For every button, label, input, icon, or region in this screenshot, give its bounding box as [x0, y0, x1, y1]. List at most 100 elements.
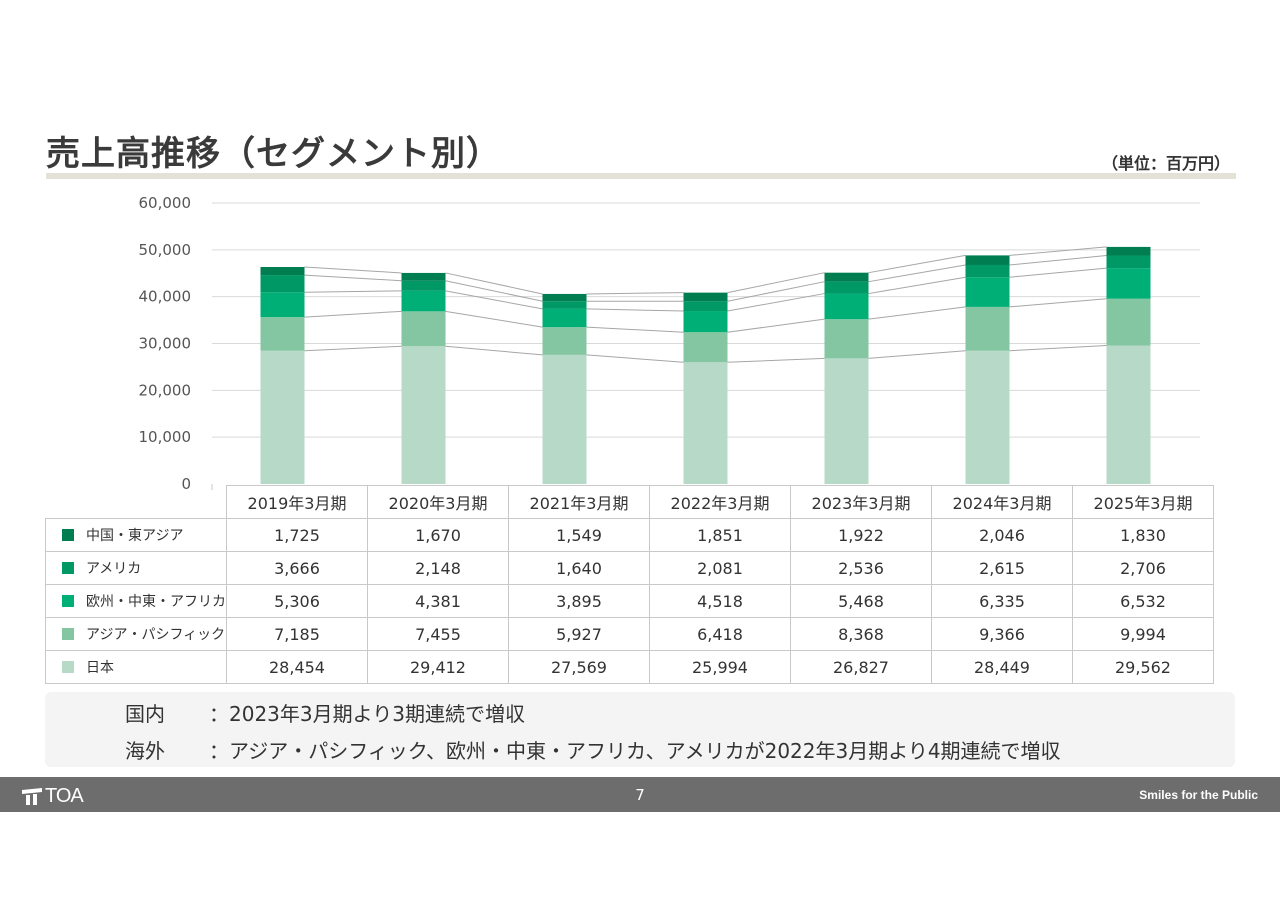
- legend-entry: アメリカ: [45, 551, 227, 585]
- data-cell: 1,922: [790, 518, 932, 552]
- data-cell: 2,615: [931, 551, 1073, 585]
- data-cell: 7,455: [367, 617, 509, 651]
- series-name: 中国・東アジア: [86, 528, 184, 544]
- data-cell: 26,827: [790, 650, 932, 684]
- series-connector-line: [304, 267, 1107, 312]
- bar-segment: [683, 301, 728, 312]
- y-tick-label: 30,000: [139, 335, 192, 353]
- data-cell: 4,518: [649, 584, 791, 618]
- bar-segment: [542, 308, 587, 328]
- page-number: 7: [635, 786, 645, 804]
- data-cell: 5,468: [790, 584, 932, 618]
- data-cell: 1,830: [1072, 518, 1214, 552]
- note-text: ：2023年3月期より3期連続で増収: [209, 702, 525, 726]
- data-cell: 1,725: [226, 518, 368, 552]
- data-cell: 2,536: [790, 551, 932, 585]
- data-cell: 2,081: [649, 551, 791, 585]
- bar-segment: [824, 272, 869, 282]
- data-cell: 4,381: [367, 584, 509, 618]
- bar-stacks: [260, 246, 1151, 484]
- y-axis-ticks: 0 10,000 20,000 30,000 40,000 50,000 60,000: [139, 194, 192, 490]
- bar-segment: [965, 277, 1010, 307]
- data-cell: 8,368: [790, 617, 932, 651]
- bar-segment: [683, 332, 728, 363]
- bar-segment: [1106, 246, 1151, 256]
- legend-swatch: [62, 595, 74, 607]
- bar-segment: [542, 301, 587, 309]
- segment-data-table: 2019年3月期 2020年3月期 2021年3月期 2022年3月期 2023…: [45, 485, 1214, 684]
- tagline: Smiles for the Public: [1139, 788, 1258, 802]
- column-header: 2024年3月期: [931, 485, 1073, 519]
- bar-segment: [1106, 298, 1151, 346]
- bar-segment: [824, 358, 869, 484]
- footer-bar: TOA 7 Smiles for the Public: [0, 777, 1280, 812]
- bar-segment: [965, 255, 1010, 265]
- data-cell: 25,994: [649, 650, 791, 684]
- data-cell: 1,851: [649, 518, 791, 552]
- series-connector-line: [304, 298, 1107, 333]
- data-cell: 3,895: [508, 584, 650, 618]
- y-tick-label: 0: [181, 475, 191, 490]
- toa-logo-icon: [22, 788, 42, 805]
- data-cell: 2,046: [931, 518, 1073, 552]
- column-header: 2022年3月期: [649, 485, 791, 519]
- legend-entry: 欧州・中東・アフリカ: [45, 584, 227, 618]
- data-cell: 9,366: [931, 617, 1073, 651]
- data-cell: 1,549: [508, 518, 650, 552]
- bar-segment: [542, 327, 587, 355]
- column-header: 2019年3月期: [226, 485, 368, 519]
- data-cell: 6,418: [649, 617, 791, 651]
- data-cell: 9,994: [1072, 617, 1214, 651]
- data-cell: 28,449: [931, 650, 1073, 684]
- bar-segment: [824, 319, 869, 359]
- legend-swatch: [62, 529, 74, 541]
- series-connector-line: [304, 254, 1107, 302]
- column-header: 2020年3月期: [367, 485, 509, 519]
- bar-segment: [965, 264, 1010, 278]
- legend-swatch: [62, 628, 74, 640]
- y-tick-label: 60,000: [139, 194, 192, 212]
- bar-segment: [260, 275, 305, 293]
- series-connector-lines: [304, 246, 1107, 363]
- table-corner: [45, 485, 227, 519]
- legend-entry: アジア・パシフィック: [45, 617, 227, 651]
- data-cell: 29,412: [367, 650, 509, 684]
- bar-segment: [1106, 345, 1151, 484]
- bar-segment: [824, 293, 869, 320]
- data-cell: 28,454: [226, 650, 368, 684]
- summary-notes: 国内 ：2023年3月期より3期連続で増収 海外 ：アジア・パシフィック、欧州・中東…: [45, 692, 1235, 767]
- legend-swatch: [62, 661, 74, 673]
- note-overseas: 海外 ：アジア・パシフィック、欧州・中東・アフリカ、アメリカが2022年3月期より…: [125, 735, 1061, 764]
- bar-segment: [401, 311, 446, 347]
- bar-segment: [1106, 268, 1151, 299]
- legend-entry: 日本: [45, 650, 227, 684]
- column-header: 2025年3月期: [1072, 485, 1214, 519]
- table-row: アジア・パシフィック 7,185 7,455 5,927 6,418 8,368…: [45, 617, 1214, 651]
- bar-segment: [683, 362, 728, 484]
- data-cell: 6,532: [1072, 584, 1214, 618]
- bar-segment: [401, 272, 446, 281]
- y-tick-label: 20,000: [139, 381, 192, 399]
- data-cell: 2,148: [367, 551, 509, 585]
- data-cell: 3,666: [226, 551, 368, 585]
- note-text: ：アジア・パシフィック、欧州・中東・アフリカ、アメリカが2022年3月期より4期…: [209, 739, 1061, 763]
- legend-swatch: [62, 562, 74, 574]
- bar-segment: [1106, 255, 1151, 269]
- note-label: 海外: [125, 739, 165, 763]
- bar-segment: [683, 292, 728, 302]
- bar-segment: [542, 293, 587, 302]
- bar-segment: [260, 292, 305, 318]
- series-name: 欧州・中東・アフリカ: [86, 594, 226, 610]
- title-divider: [46, 173, 1236, 179]
- bar-segment: [260, 317, 305, 351]
- table-row: 欧州・中東・アフリカ 5,306 4,381 3,895 4,518 5,468…: [45, 584, 1214, 618]
- bar-segment: [824, 281, 869, 294]
- company-logo: TOA: [22, 785, 84, 808]
- logo-text: TOA: [45, 785, 84, 807]
- page-title: 売上高推移（セグメント別）: [46, 134, 501, 174]
- data-cell: 7,185: [226, 617, 368, 651]
- series-name: 日本: [86, 660, 114, 676]
- bar-segment: [965, 350, 1010, 484]
- column-header: 2023年3月期: [790, 485, 932, 519]
- series-connector-line: [304, 345, 1107, 363]
